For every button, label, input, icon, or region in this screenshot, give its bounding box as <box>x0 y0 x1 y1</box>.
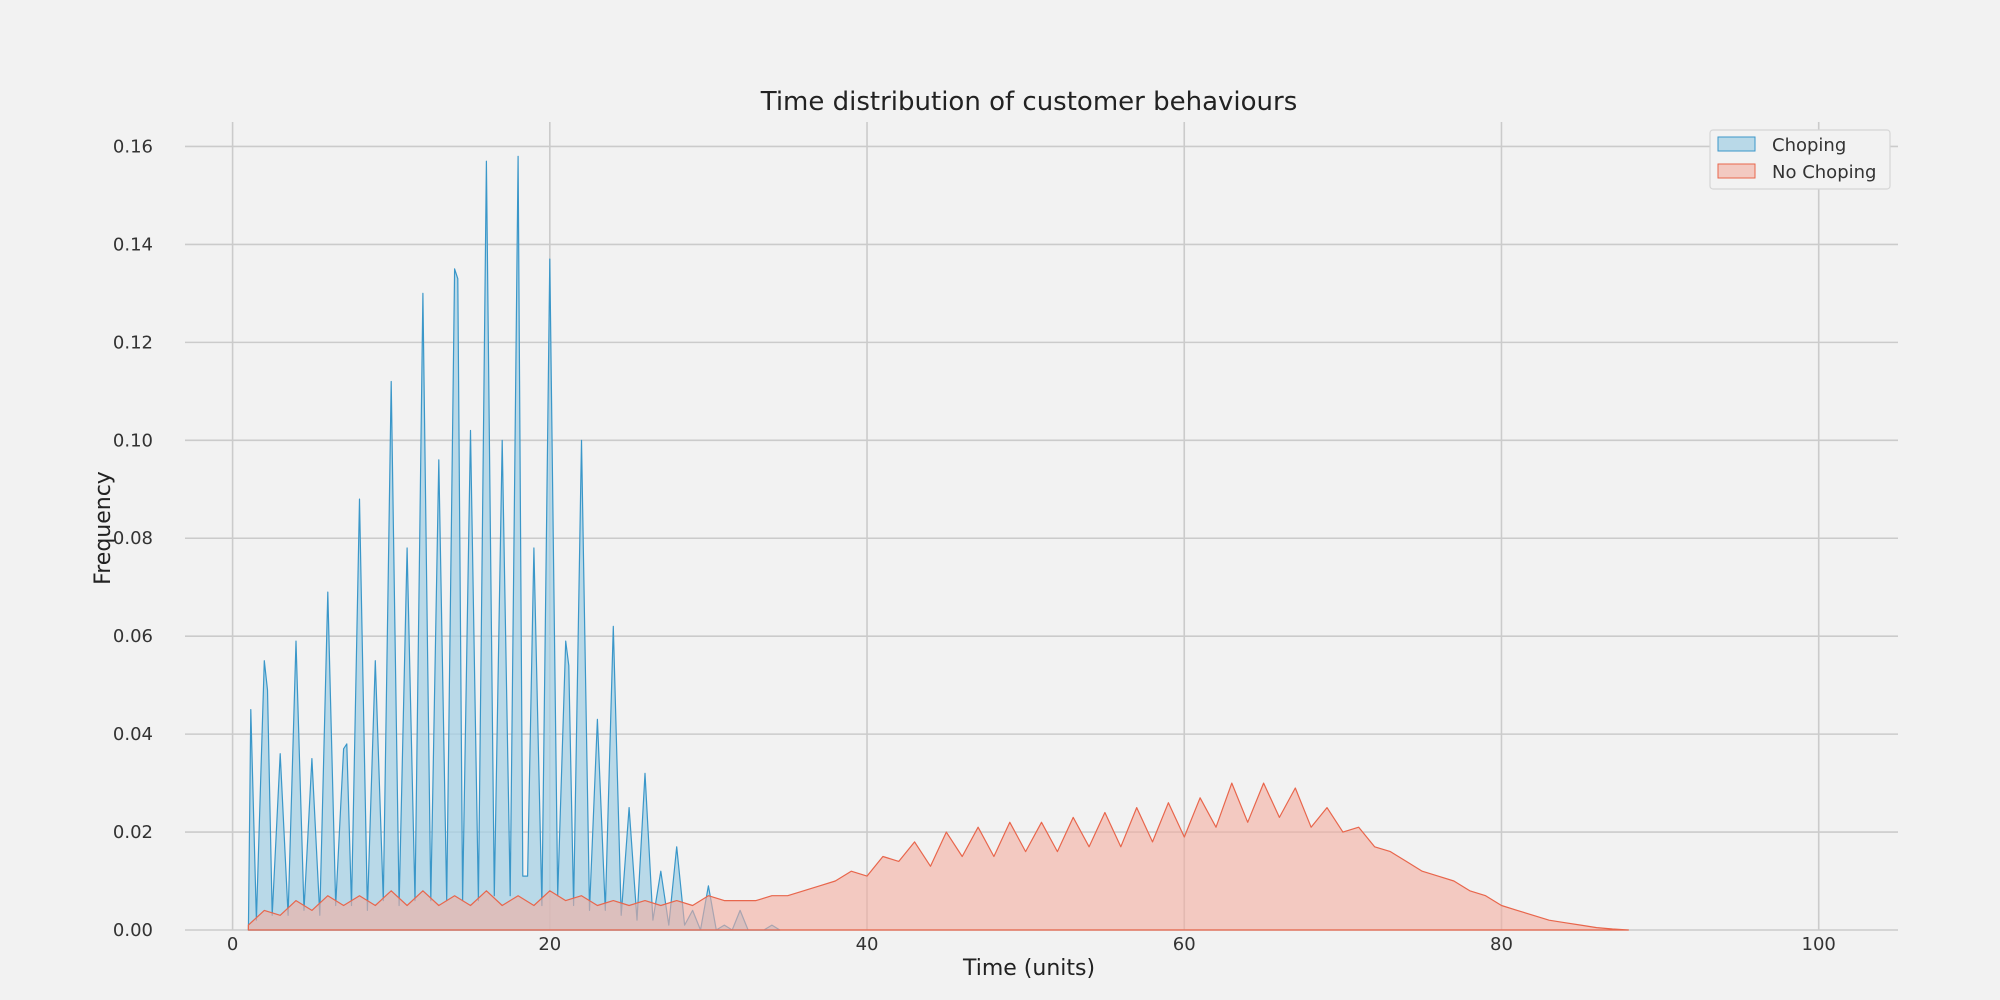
y-tick-label: 0.12 <box>113 332 153 353</box>
series-layer <box>247 155 1629 931</box>
y-tick-label: 0.08 <box>113 528 153 549</box>
y-tick-label: 0.04 <box>113 724 153 745</box>
x-tick-label: 80 <box>1490 934 1513 955</box>
legend-label-no-choping: No Choping <box>1772 162 1876 183</box>
x-tick-label: 20 <box>538 934 561 955</box>
y-tick-label: 0.02 <box>113 822 153 843</box>
series-area-no-choping <box>247 782 1629 931</box>
y-tick-label: 0.16 <box>113 136 153 157</box>
legend: Choping No Choping <box>1709 129 1891 190</box>
legend-label-choping: Choping <box>1772 135 1846 156</box>
y-tick-label: 0.10 <box>113 430 153 451</box>
legend-swatch-no-choping <box>1717 163 1756 179</box>
x-tick-label: 40 <box>856 934 879 955</box>
x-tick-label: 100 <box>1802 934 1836 955</box>
chart-title: Time distribution of customer behaviours <box>760 87 1298 117</box>
y-axis-label: Frequency <box>91 471 116 585</box>
legend-swatch-choping <box>1717 136 1756 152</box>
y-tick-label: 0.14 <box>113 234 153 255</box>
y-tick-label: 0.00 <box>113 920 153 941</box>
x-axis-label: Time (units) <box>962 956 1095 981</box>
x-tick-label: 0 <box>227 934 238 955</box>
y-tick-label: 0.06 <box>113 626 153 647</box>
tick-labels: 0.00 0.02 0.04 0.06 0.08 0.10 0.12 0.14 0.16 0 20 4… <box>113 136 1836 955</box>
x-tick-label: 60 <box>1173 934 1196 955</box>
